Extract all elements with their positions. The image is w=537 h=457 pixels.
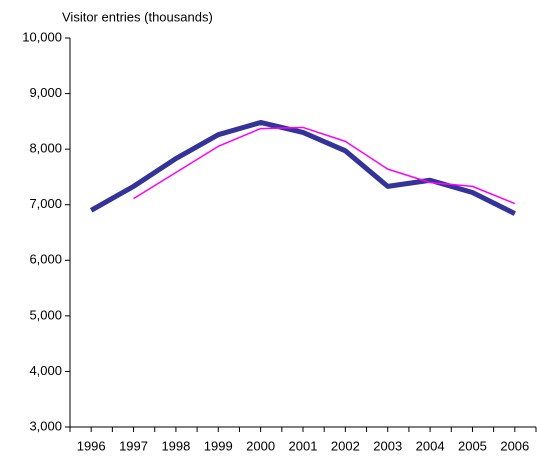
x-tick-label: 2003 bbox=[373, 438, 402, 453]
x-tick-label: 2004 bbox=[416, 438, 445, 453]
y-tick-label: 4,000 bbox=[29, 363, 62, 378]
x-tick-label: 2006 bbox=[500, 438, 529, 453]
x-tick-label: 2005 bbox=[458, 438, 487, 453]
x-tick-label: 2001 bbox=[289, 438, 318, 453]
y-tick-label: 8,000 bbox=[29, 141, 62, 156]
x-tick-label: 1999 bbox=[204, 438, 233, 453]
y-tick-label: 3,000 bbox=[29, 418, 62, 433]
x-tick-label: 1998 bbox=[161, 438, 190, 453]
x-tick-label: 2000 bbox=[246, 438, 275, 453]
y-axis-label: Visitor entries (thousands) bbox=[62, 9, 213, 24]
x-tick-label: 2002 bbox=[331, 438, 360, 453]
y-tick-label: 7,000 bbox=[29, 196, 62, 211]
series-line bbox=[89, 119, 516, 216]
y-tick-label: 6,000 bbox=[29, 252, 62, 267]
x-tick-label: 1996 bbox=[77, 438, 106, 453]
y-tick-label: 9,000 bbox=[29, 85, 62, 100]
y-tick-label: 10,000 bbox=[22, 29, 62, 44]
x-tick-label: 1997 bbox=[119, 438, 148, 453]
series-line bbox=[133, 126, 516, 205]
y-tick-label: 5,000 bbox=[29, 307, 62, 322]
